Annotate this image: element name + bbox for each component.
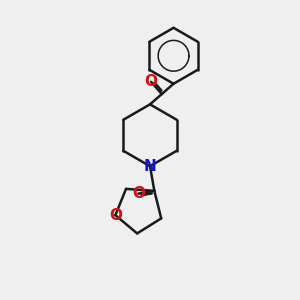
Text: N: N [144,159,156,174]
Text: O: O [145,74,158,89]
Text: O: O [109,208,122,223]
Text: O: O [132,186,145,201]
